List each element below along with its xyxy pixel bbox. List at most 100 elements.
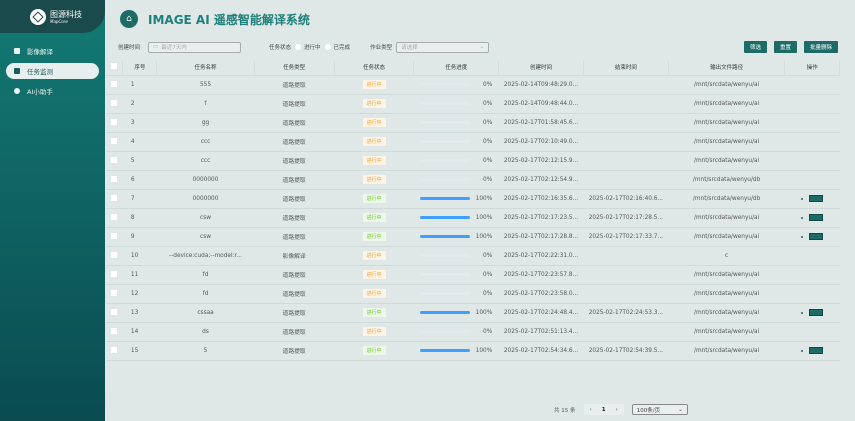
reset-button[interactable]: 重置: [773, 41, 797, 53]
progress-bar: [420, 310, 471, 314]
radio-completed[interactable]: [324, 44, 331, 50]
actions: [784, 189, 840, 209]
task-progress: 0%: [413, 94, 499, 114]
view-button[interactable]: [809, 233, 824, 240]
progress-text: 100%: [475, 347, 493, 354]
row-number: 9: [122, 227, 157, 247]
page-size-select[interactable]: 100条/页 ⌄: [631, 404, 688, 415]
row-checkbox[interactable]: [111, 137, 118, 144]
end-time: [583, 75, 669, 95]
task-progress: 0%: [413, 132, 499, 152]
task-progress: 0%: [413, 322, 499, 342]
sidebar-item-image-interpretation[interactable]: 影像解译: [6, 43, 99, 59]
prev-page-button[interactable]: ‹: [589, 406, 592, 413]
output-path: /mnt/srcdata/wenyu/db: [668, 189, 785, 209]
logo-icon: [30, 8, 46, 25]
task-name: ccc: [156, 132, 255, 152]
row-checkbox[interactable]: [111, 346, 118, 353]
status-badge: 进行中: [362, 194, 386, 203]
task-status: 进行中: [334, 341, 414, 361]
view-button[interactable]: [809, 214, 824, 221]
end-time: [583, 265, 669, 285]
task-type: 道路提取: [254, 94, 335, 114]
row-checkbox[interactable]: [111, 156, 118, 163]
select-all-checkbox[interactable]: [111, 63, 118, 70]
row-checkbox[interactable]: [111, 213, 118, 220]
actions: [784, 170, 840, 190]
progress-bar: [420, 329, 471, 333]
chevron-down-icon: ⌄: [678, 406, 683, 413]
end-time: 2025-02-17T02:17:28.5...: [583, 208, 669, 228]
home-icon: ⌂: [126, 14, 132, 24]
row-checkbox[interactable]: [111, 80, 118, 87]
table-row: 7 0000000 道路提取 进行中 100% 2025-02-17T02:16…: [106, 189, 840, 209]
row-checkbox[interactable]: [111, 232, 118, 239]
home-button[interactable]: ⌂: [120, 10, 138, 28]
job-type-label: 作业类型: [370, 45, 393, 51]
row-checkbox[interactable]: [111, 175, 118, 182]
output-path: /mnt/srcdata/wenyu/ai: [668, 341, 785, 361]
created-time-input[interactable]: ▭ 最近7天内: [148, 41, 242, 53]
actions: [784, 208, 840, 228]
dot-icon: [801, 197, 804, 200]
progress-bar: [420, 158, 471, 162]
row-checkbox[interactable]: [111, 251, 118, 258]
created-time-label: 创建时间: [118, 45, 141, 51]
task-progress: 0%: [413, 151, 499, 171]
task-name: ds: [156, 322, 255, 342]
table-row: 13 cssaa 道路提取 进行中 100% 2025-02-17T02:24:…: [106, 303, 840, 323]
task-status: 进行中: [334, 170, 414, 190]
batch-delete-button[interactable]: 批量删除: [803, 41, 838, 53]
dot-icon: [801, 349, 804, 352]
row-select: [106, 170, 123, 190]
column-header: 输出文件路径: [668, 60, 786, 76]
task-type: 道路提取: [254, 284, 335, 304]
status-label: 任务状态: [269, 45, 292, 51]
next-page-button[interactable]: ›: [615, 406, 618, 413]
row-checkbox[interactable]: [111, 289, 118, 296]
job-type-select[interactable]: 请选择 ⌄: [396, 41, 490, 53]
view-button[interactable]: [809, 195, 824, 202]
task-type: 道路提取: [254, 227, 335, 247]
radio-in-progress[interactable]: [295, 44, 302, 50]
progress-text: 0%: [483, 176, 493, 183]
progress-text: 0%: [483, 290, 493, 297]
table-row: 3 gg 道路提取 进行中 0% 2025-02-17T01:58:45.6..…: [106, 113, 840, 133]
page-title: IMAGE AI 遥感智能解译系统: [148, 12, 310, 27]
filter-bar: 创建时间 ▭ 最近7天内 任务状态 进行中 已完成 作业类型 请选择 ⌄ 筛选 重置…: [118, 41, 838, 53]
task-name: --device:cuda;--model:r...: [156, 246, 255, 266]
status-badge: 进行中: [362, 232, 386, 241]
sidebar-item-ai-assistant[interactable]: AI小助手: [6, 83, 99, 99]
row-checkbox[interactable]: [111, 327, 118, 334]
dot-icon: [801, 216, 804, 219]
created-time: 2025-02-17T02:23:58.0...: [498, 284, 584, 304]
task-name: 5: [156, 341, 255, 361]
status-badge: 进行中: [362, 308, 386, 317]
view-button[interactable]: [809, 309, 824, 316]
sidebar-item-label: AI小助手: [27, 88, 53, 96]
row-checkbox[interactable]: [111, 308, 118, 315]
sidebar-item-task-monitor[interactable]: 任务监测: [6, 63, 99, 79]
status-badge: 进行中: [362, 156, 386, 165]
pagination: 共 15 条 ‹ 1 › 100条/页 ⌄: [554, 404, 688, 415]
task-type: 道路提取: [254, 322, 335, 342]
view-button[interactable]: [809, 347, 824, 354]
row-checkbox[interactable]: [111, 270, 118, 277]
current-page[interactable]: 1: [601, 406, 606, 413]
column-header: 序号: [122, 60, 158, 76]
actions: [784, 113, 840, 133]
row-number: 11: [122, 265, 157, 285]
sidebar-item-label: 影像解译: [27, 48, 53, 56]
task-type: 道路提取: [254, 132, 335, 152]
task-progress: 0%: [413, 246, 499, 266]
progress-text: 0%: [483, 100, 493, 107]
task-name: f: [156, 94, 255, 114]
end-time: [583, 322, 669, 342]
row-checkbox[interactable]: [111, 194, 118, 201]
row-checkbox[interactable]: [111, 118, 118, 125]
filter-button[interactable]: 筛选: [743, 41, 767, 53]
sidebar-item-label: 任务监测: [27, 68, 53, 76]
row-checkbox[interactable]: [111, 99, 118, 106]
task-status: 进行中: [334, 227, 414, 247]
row-number: 1: [122, 75, 157, 95]
